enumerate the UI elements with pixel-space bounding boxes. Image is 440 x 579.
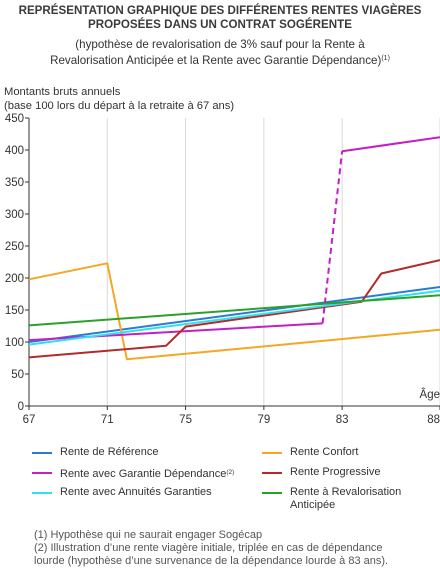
y-tick-label: 350 xyxy=(5,177,24,189)
series-line-4 xyxy=(28,259,440,359)
y-tick-label: 50 xyxy=(11,369,24,381)
legend-swatch xyxy=(262,492,282,494)
line-chart: 0 50 100 150 200 250 300 350 400 450 67 71 75 79 83 88 Â… xyxy=(5,113,440,426)
series-line-1 xyxy=(28,286,440,343)
x-tick-label: 83 xyxy=(336,414,349,426)
legend-label: Rente à Revalorisation Anticipée xyxy=(290,486,402,511)
x-tick-label: 71 xyxy=(101,414,114,426)
footnotes: (1) Hypothèse qui ne saurait engager Sog… xyxy=(34,529,438,568)
legend-label: Rente Progressive xyxy=(290,466,381,478)
chart-subtitle: (hypothèse de revalorisation de 3% sauf … xyxy=(0,38,440,68)
series-line-2 xyxy=(28,262,440,361)
y-tick-label: 150 xyxy=(5,305,24,317)
tick-labels: 0 50 100 150 200 250 300 350 400 450 67 71 75 79 83 88 Â… xyxy=(5,113,440,426)
y-tick-label: 100 xyxy=(5,337,24,349)
series-lines xyxy=(28,136,440,361)
legend: Rente de Référence Rente Confort Rente ave… xyxy=(0,446,440,521)
legend-swatch xyxy=(32,472,52,474)
series-line-6 xyxy=(28,294,440,327)
legend-swatch xyxy=(32,452,52,454)
series-line-3-after xyxy=(341,136,440,153)
legend-swatch xyxy=(262,472,282,474)
chart-subtitle-line-2: Revalorisation Anticipée et la Rente ave… xyxy=(50,54,382,67)
legend-label: Rente Confort xyxy=(290,446,359,458)
y-tick-label: 200 xyxy=(5,273,24,285)
x-axis-label: Âge xyxy=(420,388,440,401)
footnote-2: (2) Illustration d’une rente viagère ini… xyxy=(34,542,383,554)
legend-label: Rente de Référence xyxy=(60,446,159,458)
x-tick-label: 67 xyxy=(23,414,36,426)
legend-label: Rente avec Garantie Dépendance(2) xyxy=(60,468,235,480)
y-tick-label: 400 xyxy=(5,145,24,157)
chart-subtitle-note: (1) xyxy=(381,55,390,62)
chart-title-line-2: PROPOSÉES DANS UN CONTRAT SOGÉRENTE xyxy=(88,18,352,31)
y-tick-label: 300 xyxy=(5,209,24,221)
x-tick-label: 88 xyxy=(427,414,440,426)
footnote-1: (1) Hypothèse qui ne saurait engager Sog… xyxy=(34,529,263,541)
x-tick-label: 75 xyxy=(179,414,192,426)
chart-title-line-1: REPRÉSENTATION GRAPHIQUE DES DIFFÉRENTES… xyxy=(18,4,422,17)
chart-title: REPRÉSENTATION GRAPHIQUE DES DIFFÉRENTES… xyxy=(0,4,440,32)
legend-swatch xyxy=(262,452,282,454)
y-axis-label-line-1: Montants bruts annuels xyxy=(4,86,121,98)
y-tick-label: 250 xyxy=(5,241,24,253)
y-tick-label: 0 xyxy=(18,401,24,413)
x-tick-label: 79 xyxy=(257,414,270,426)
y-axis-label: Montants bruts annuels (base 100 lors du… xyxy=(4,85,234,113)
axes xyxy=(25,117,440,410)
legend-swatch xyxy=(32,492,52,494)
legend-label-note: (2) xyxy=(226,469,235,476)
series-line-3-dashed xyxy=(321,151,344,324)
grid xyxy=(106,118,440,406)
footnote-3: lourde (hypothèse d’une survenance de la… xyxy=(34,555,389,567)
y-axis-label-line-2: (base 100 lors du départ à la retraite à… xyxy=(4,100,235,112)
legend-label: Rente avec Annuités Garanties xyxy=(60,486,212,498)
chart-subtitle-line-1: (hypothèse de revalorisation de 3% sauf … xyxy=(75,38,365,51)
y-tick-label: 450 xyxy=(5,113,24,125)
chart-subtitle-line-2-wrap: Revalorisation Anticipée et la Rente ave… xyxy=(0,52,440,68)
